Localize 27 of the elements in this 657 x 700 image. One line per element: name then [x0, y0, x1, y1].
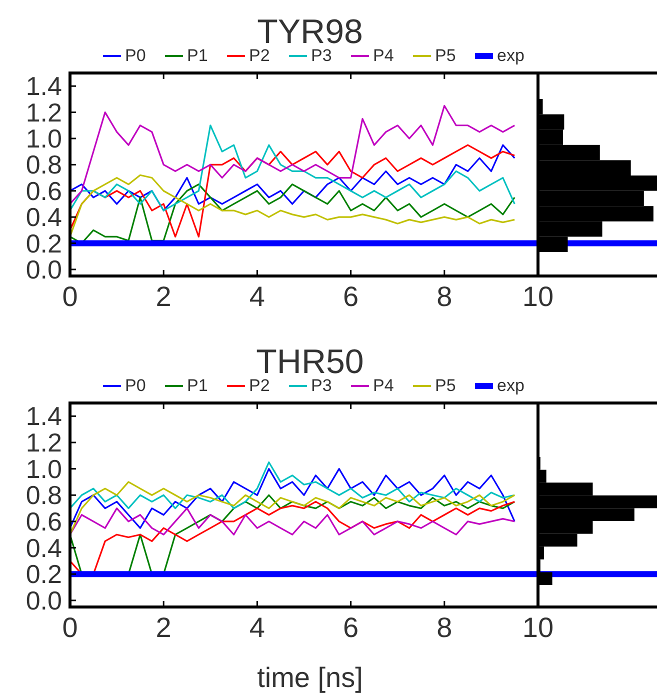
legend-label: P5 [435, 376, 456, 395]
x-tick-label: 0 [62, 612, 78, 643]
legend-label: P5 [435, 46, 456, 65]
x-tick-label: 10 [522, 281, 554, 312]
legend-label: exp [497, 46, 524, 65]
legend-label: P3 [311, 376, 332, 395]
legend-label: P0 [125, 376, 146, 395]
x-tick-label: 4 [249, 612, 265, 643]
x-tick-label: 6 [343, 281, 359, 312]
x-tick-label: 6 [343, 612, 359, 643]
legend-label: P2 [249, 376, 270, 395]
legend-label: exp [497, 376, 524, 395]
x-tick-label: 2 [156, 612, 172, 643]
legend-label: P3 [311, 46, 332, 65]
legend-label: P1 [187, 376, 208, 395]
legend-label: P0 [125, 46, 146, 65]
legend-label: P2 [249, 46, 270, 65]
x-tick-label: 4 [249, 281, 265, 312]
x-axis-title: time [ns] [257, 662, 363, 693]
x-tick-label: 8 [436, 612, 452, 643]
legend-label: P4 [373, 376, 394, 395]
x-tick-label: 0 [62, 281, 78, 312]
x-tick-label: 2 [156, 281, 172, 312]
x-tick-label: 8 [436, 281, 452, 312]
legend-label: P1 [187, 46, 208, 65]
x-tick-label: 10 [522, 612, 554, 643]
legend-label: P4 [373, 46, 394, 65]
